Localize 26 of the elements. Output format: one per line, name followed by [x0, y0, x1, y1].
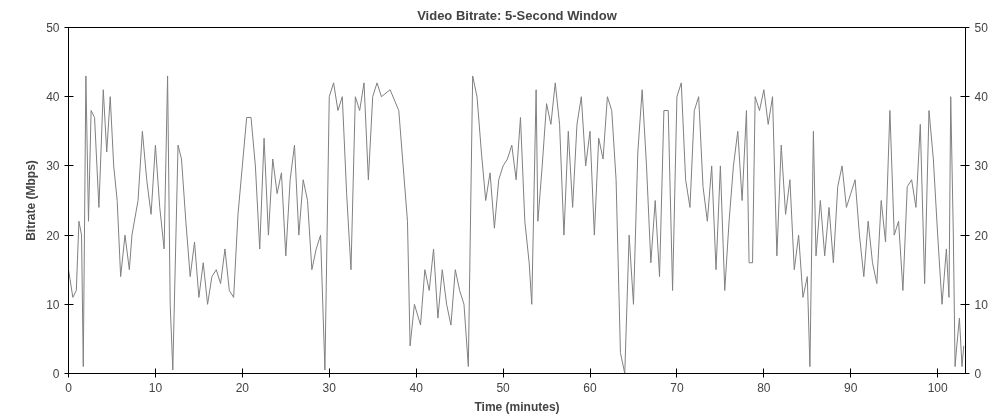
x-tick-label: 0 [65, 380, 73, 395]
x-tick-label: 70 [670, 380, 684, 395]
y2-tick-label: 30 [974, 159, 989, 174]
y2-tick-label: 20 [974, 228, 989, 243]
x-axis-title: Time (minutes) [474, 399, 560, 414]
x-tick-label: 40 [409, 380, 424, 395]
x-tick-label: 60 [583, 380, 598, 395]
y2-tick-label: 10 [974, 297, 989, 312]
y2-tick-label: 50 [974, 21, 989, 35]
y-tick-label: 40 [46, 90, 60, 105]
y-tick-label: 50 [46, 21, 60, 35]
x-tick-label: 20 [235, 380, 250, 395]
x-tick-label: 50 [496, 380, 511, 395]
y-tick-label: 0 [52, 367, 60, 381]
x-tick-label: 30 [322, 380, 337, 395]
y2-tick-label: 40 [974, 90, 989, 105]
x-tick-label: 100 [927, 380, 949, 395]
x-tick-label: 80 [757, 380, 771, 395]
x-tick-label: 10 [148, 380, 163, 395]
x-tick-label: 90 [844, 380, 858, 395]
chart-title: Video Bitrate: 5-Second Window [417, 7, 618, 23]
y2-tick-label: 0 [974, 367, 982, 381]
y-tick-label: 30 [46, 159, 60, 174]
y-tick-label: 20 [46, 228, 60, 243]
y-tick-label: 10 [46, 297, 60, 312]
y-axis-title: Bitrate (Mbps) [24, 160, 39, 241]
